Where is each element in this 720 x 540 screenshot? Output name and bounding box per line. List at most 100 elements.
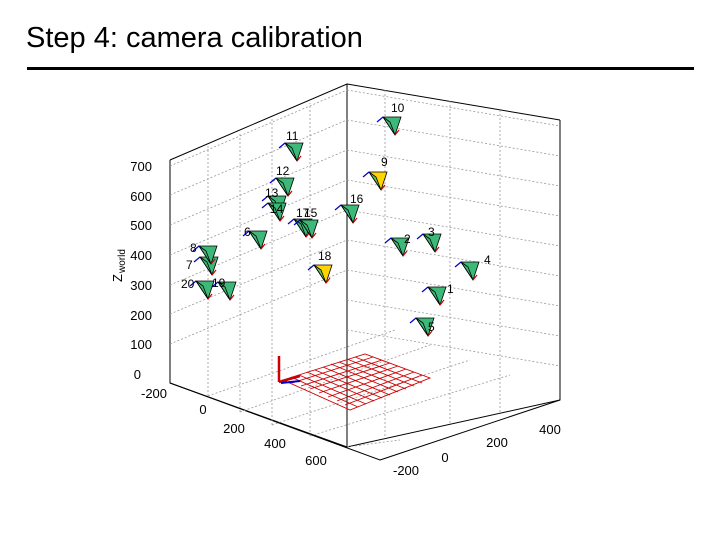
camera-axis <box>279 215 285 222</box>
z-axis-label-sub: world <box>117 249 128 274</box>
camera-label: 18 <box>318 249 332 263</box>
camera-pyramid-side <box>415 317 429 337</box>
camera-pyramid: 16 <box>334 192 364 224</box>
camera-axis <box>242 230 250 237</box>
camera-pyramid-side <box>390 237 404 257</box>
camera-pyramid-side <box>267 202 281 222</box>
camera-label: 10 <box>391 101 405 115</box>
camera-pyramid: 4 <box>454 253 491 281</box>
z-axis-label-main: Z <box>110 274 125 282</box>
camera-pyramid: 20 <box>181 277 215 300</box>
camera-axis <box>261 195 269 202</box>
camera-axis <box>409 317 417 324</box>
camera-label: 3 <box>428 225 435 239</box>
z-tick: 200 <box>130 308 152 323</box>
camera-pyramid: 17 <box>293 206 319 239</box>
camera-label: 6 <box>244 225 251 239</box>
camera-pyramid: 8 <box>190 241 218 265</box>
camera-label: 11 <box>286 129 299 143</box>
box-left-wall <box>169 160 348 448</box>
camera-axis <box>421 286 429 293</box>
z-tick: 500 <box>130 218 152 233</box>
z-axis-ticks: 700 600 500 400 300 200 100 0 <box>130 159 152 382</box>
camera-axis <box>193 256 201 263</box>
camera-label: 7 <box>186 258 193 272</box>
z-tick: 600 <box>130 189 152 204</box>
camera-label: 4 <box>484 253 491 267</box>
z-tick: 400 <box>130 248 152 263</box>
camera-axis <box>207 293 213 300</box>
camera-axis <box>287 218 295 225</box>
x-tick: 0 <box>199 402 206 417</box>
camera-axis <box>293 219 301 226</box>
z-axis-label: Z world <box>110 249 128 282</box>
camera-label: 8 <box>190 241 197 255</box>
camera-pyramid-side <box>460 261 474 281</box>
camera-pyramid-side <box>427 286 441 306</box>
camera-axis <box>439 299 445 306</box>
camera-pyramid-side <box>248 230 262 250</box>
camera-axis <box>454 261 462 268</box>
grid-lines <box>169 89 561 448</box>
camera-pyramid-side <box>368 171 382 191</box>
camera-axis <box>380 184 386 191</box>
z-tick: 300 <box>130 278 152 293</box>
x-tick: -200 <box>141 386 167 401</box>
camera-pyramid-side <box>382 116 396 136</box>
camera-pyramid-side <box>217 281 231 301</box>
camera-pyramid-side <box>198 245 212 265</box>
camera-axis <box>192 245 200 252</box>
camera-pyramid: 11 <box>278 129 304 162</box>
camera-pyramid-side <box>299 219 313 239</box>
camera-label: 15 <box>304 206 318 220</box>
camera-axis <box>296 155 302 162</box>
camera-axis <box>416 233 424 240</box>
camera-axis <box>229 294 235 301</box>
camera-pyramid: 6 <box>242 225 268 250</box>
box-back-wall <box>169 83 348 224</box>
camera-axis <box>261 202 269 209</box>
box-bottom-front <box>169 382 561 461</box>
camera-axis <box>307 264 315 271</box>
camera-axis <box>260 243 266 250</box>
camera-pyramid-side <box>284 142 298 162</box>
camera-label: 19 <box>212 276 226 290</box>
camera-axis <box>362 171 370 178</box>
camera-axis <box>210 258 216 265</box>
camera-axis <box>402 250 408 257</box>
camera-axis <box>472 274 478 281</box>
y-tick: 0 <box>441 450 448 465</box>
y-tick: 400 <box>539 422 561 437</box>
camera-axis <box>394 129 400 136</box>
camera-label: 14 <box>270 202 284 216</box>
camera-axis <box>287 190 293 197</box>
camera-pyramid-side <box>313 264 327 284</box>
y-tick: 200 <box>486 435 508 450</box>
camera-label: 9 <box>381 155 388 169</box>
calibration-checkerboard <box>281 353 432 411</box>
x-tick: 600 <box>305 453 327 468</box>
camera-axis <box>269 177 277 184</box>
camera-pyramid: 9 <box>362 155 388 191</box>
y-axis-ticks: 400 200 0 -200 <box>393 422 561 478</box>
z-tick: 0 <box>134 367 141 382</box>
world-axes <box>277 356 301 384</box>
camera-axis <box>211 269 217 276</box>
camera-axis <box>376 116 384 123</box>
camera-axis <box>427 330 433 337</box>
camera-pyramid: 5 <box>409 317 435 337</box>
camera-pyramid-side <box>340 204 354 224</box>
slide-title: Step 4: camera calibration <box>26 22 363 54</box>
camera-label: 13 <box>265 186 279 200</box>
world-axis-y <box>278 374 301 384</box>
camera-label: 5 <box>428 320 435 334</box>
title-rule <box>27 67 694 70</box>
camera-axis <box>278 142 286 149</box>
x-tick: 200 <box>223 421 245 436</box>
camera-pyramid: 19 <box>211 276 237 301</box>
camera-pyramid: 14 <box>261 202 287 222</box>
camera-label: 1 <box>447 282 454 296</box>
camera-pyramid-side <box>195 280 209 300</box>
